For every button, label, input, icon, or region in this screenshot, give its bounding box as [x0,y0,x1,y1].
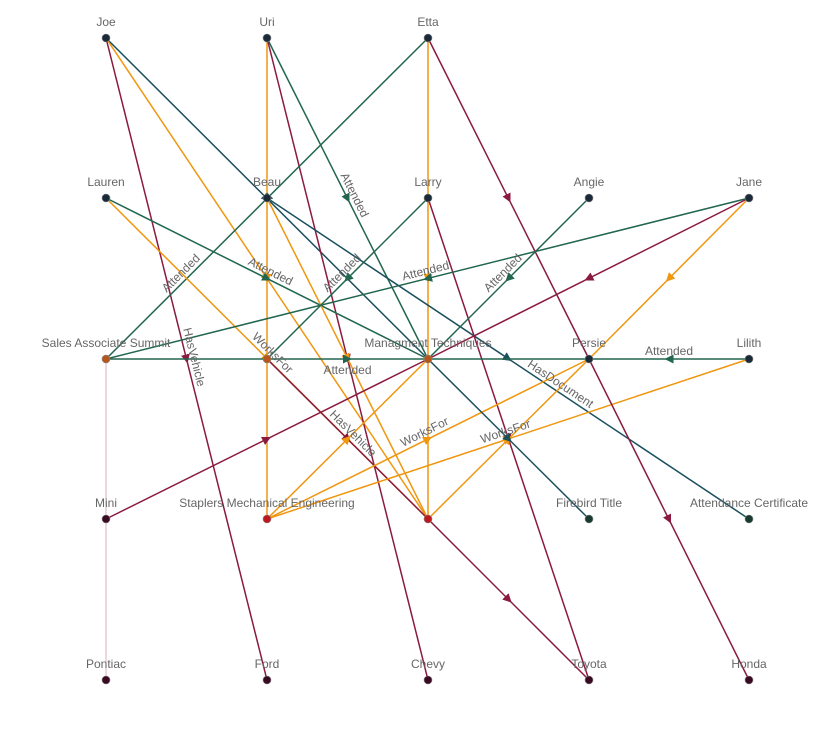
node-label: Attendance Certificate [690,496,808,510]
edge-jane-mgmt[interactable] [427,197,750,360]
edge-jane-summit[interactable] [105,197,750,360]
node-honda[interactable]: Honda [731,657,767,685]
edge-lauren-mgmt[interactable] [105,197,429,360]
node-mgmt[interactable]: Managment Techniques [364,336,492,364]
nodes-layer: Joe Uri Etta Lauren Beau Larry Angie Jane Sales … [42,15,808,685]
node-joe[interactable]: Joe [96,15,116,43]
node-label: Chevy [411,657,445,671]
node-label: Honda [731,657,767,671]
edge-label: HasVehicle [180,326,208,388]
node-label: Staplers Mechanical Engineering [179,496,354,510]
node-lauren[interactable]: Lauren [87,175,125,203]
edge-angie-mgmt[interactable] [427,197,590,360]
node-chevy[interactable]: Chevy [411,657,445,685]
node-persie[interactable]: Persie [572,336,606,364]
node-larry[interactable]: Larry [414,175,442,203]
node-toyota[interactable]: Toyota [571,657,607,685]
node-n21[interactable] [262,354,272,364]
node-label: Persie [572,336,606,350]
node-label: Beau [253,175,281,189]
node-beau[interactable]: Beau [253,175,281,203]
node-label: Angie [574,175,605,189]
node-mini[interactable]: Mini [95,496,117,524]
node-label: Joe [96,15,116,29]
edge-etta-persie[interactable] [427,37,590,360]
node-label: Jane [736,175,762,189]
node-label: Mini [95,496,117,510]
edge-larry-n21[interactable] [266,197,429,360]
node-etta[interactable]: Etta [417,15,439,43]
edge-mgmt-firebird[interactable] [427,358,590,520]
edge-staplers-persie[interactable] [266,358,590,520]
node-jane[interactable]: Jane [736,175,762,203]
edge-label: Attended [481,251,525,295]
node-label: Lauren [87,175,124,189]
node-label: Etta [417,15,439,29]
node-staplers[interactable]: Staplers Mechanical Engineering [179,496,355,524]
node-cert[interactable]: Attendance Certificate [690,496,808,524]
edge-n23-toyota[interactable] [427,518,590,681]
node-label: Uri [259,15,274,29]
node-label: Lilith [737,336,762,350]
edge-mini-mgmt[interactable] [105,358,429,520]
node-label: Pontiac [86,657,126,671]
node-uri[interactable]: Uri [259,15,275,43]
edge-label: Attended [645,344,693,358]
node-n23[interactable] [423,514,433,524]
edge-jane-persie[interactable] [588,197,750,360]
node-summit[interactable]: Sales Associate Summit [42,336,171,364]
node-pontiac[interactable]: Pontiac [86,657,126,685]
node-label: Toyota [571,657,607,671]
node-label: Firebird Title [556,496,622,510]
edge-persie-honda[interactable] [588,358,750,681]
edge-label: HasDocument [525,357,597,411]
node-label: Ford [255,657,280,671]
node-angie[interactable]: Angie [574,175,605,203]
node-lilith[interactable]: Lilith [737,336,762,364]
node-label: Sales Associate Summit [42,336,171,350]
edges-layer [105,37,750,681]
node-firebird[interactable]: Firebird Title [556,496,622,524]
node-ford[interactable]: Ford [255,657,280,685]
edge-label: Attended [323,363,371,377]
edge-uri-mgmt[interactable] [266,37,429,360]
node-label: Managment Techniques [364,336,491,350]
edge-staplers-mgmt[interactable] [266,358,429,520]
node-label: Larry [414,175,441,189]
